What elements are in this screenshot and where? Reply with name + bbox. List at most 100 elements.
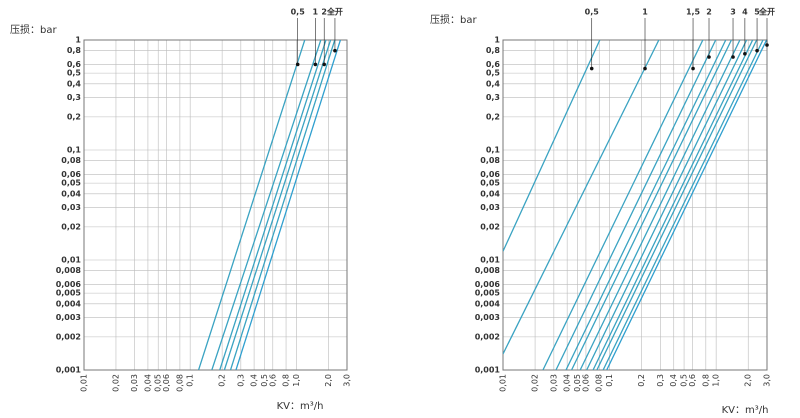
marker-label: 1,5 <box>686 8 701 17</box>
y-tick-label: 0,02 <box>480 222 500 231</box>
x-tick-label: 0,5 <box>680 374 689 387</box>
x-tick-label: 0,3 <box>236 374 245 387</box>
chart: 压损：barKV：m³/h0,0010,0020,0030,0040,0050,… <box>10 7 352 413</box>
y-tick-label: 0,6 <box>67 60 82 69</box>
y-tick-label: 0,4 <box>67 79 82 88</box>
x-tick-label: 0,6 <box>268 374 277 387</box>
y-tick-label: 0,08 <box>480 156 500 165</box>
plot-frame <box>83 39 348 371</box>
x-tick-label: 0,08 <box>595 374 604 392</box>
x-tick-label: 0,2 <box>218 374 227 387</box>
marker-point <box>333 48 337 53</box>
y-tick-label: 0,05 <box>480 179 500 188</box>
y-tick-label: 0,02 <box>61 222 81 231</box>
x-tick-label: 1,0 <box>712 374 721 387</box>
y-tick-label: 0,003 <box>56 313 81 322</box>
series-line <box>542 40 704 370</box>
y-tick-label: 0,006 <box>56 280 82 289</box>
marker-point <box>743 51 747 56</box>
y-tick-label: 0,003 <box>475 313 500 322</box>
x-tick-label: 0,8 <box>282 374 291 387</box>
x-tick-label: 0,1 <box>186 374 195 387</box>
x-tick-label: 0,02 <box>531 374 540 392</box>
x-tick-label: 0,08 <box>175 374 184 392</box>
x-tick-label: 0,01 <box>499 374 508 392</box>
x-tick-label: 0,5 <box>260 374 269 387</box>
x-tick-label: 0,4 <box>669 374 678 387</box>
y-tick-label: 0,4 <box>486 79 501 88</box>
marker-point <box>643 66 647 71</box>
marker-point <box>313 62 318 67</box>
marker-label: 2 <box>706 8 712 17</box>
marker-label: 1 <box>313 8 319 17</box>
y-axis-label: 压损：bar <box>10 23 57 36</box>
marker-label: 5 <box>754 8 760 17</box>
y-tick-label: 0,004 <box>56 299 82 308</box>
marker-label: 3 <box>730 8 736 17</box>
y-tick-label: 0,001 <box>56 366 82 375</box>
marker-label: 全开 <box>758 7 775 17</box>
x-tick-label: 0,04 <box>563 374 572 392</box>
series-group <box>197 40 342 370</box>
series-line <box>503 40 601 252</box>
series-line <box>579 40 741 370</box>
x-tick-label: 0,02 <box>111 374 120 392</box>
marker-point <box>589 66 594 71</box>
marker-point <box>707 55 711 59</box>
x-axis-label: KV：m³/h <box>722 405 769 416</box>
y-tick-label: 0,8 <box>67 46 82 55</box>
x-tick-label: 0,01 <box>80 374 89 392</box>
x-tick-label: 0,04 <box>143 374 152 392</box>
series-group <box>503 40 767 370</box>
series-line <box>565 40 727 370</box>
y-tick-label: 0,04 <box>61 189 81 198</box>
x-tick-label: 3,0 <box>763 374 772 387</box>
marker-point <box>322 62 327 67</box>
y-tick-label: 1 <box>494 36 500 45</box>
marker-point <box>295 62 300 67</box>
series-line <box>586 40 748 370</box>
y-tick-label: 0,06 <box>480 170 500 179</box>
marker-point <box>691 66 695 71</box>
y-tick-label: 0,1 <box>486 146 501 155</box>
x-tick-label: 2,0 <box>324 374 333 387</box>
y-tick-label: 0,3 <box>486 93 500 102</box>
x-tick-label: 2,0 <box>744 374 753 387</box>
y-tick-label: 0,3 <box>67 93 81 102</box>
series-line <box>223 40 332 370</box>
marker-point <box>765 43 769 47</box>
x-tick-label: 0,03 <box>549 374 558 392</box>
marker-label: 4 <box>742 8 748 17</box>
x-tick-label: 0,4 <box>250 374 259 387</box>
marker-label: 2 <box>321 8 327 17</box>
series-line <box>229 40 336 370</box>
y-tick-label: 0,004 <box>475 299 501 308</box>
series-line <box>219 40 327 370</box>
y-tick-label: 0,001 <box>475 366 501 375</box>
y-tick-label: 0,2 <box>67 112 81 121</box>
y-tick-label: 0,01 <box>61 256 81 265</box>
x-tick-label: 0,3 <box>656 374 665 387</box>
y-tick-label: 0,8 <box>486 46 501 55</box>
x-tick-label: 0,05 <box>573 374 582 392</box>
marker-point <box>731 55 735 59</box>
x-tick-label: 0,6 <box>688 374 697 387</box>
y-tick-label: 0,2 <box>486 112 500 121</box>
y-axis-label: 压损：bar <box>430 13 477 26</box>
y-tick-label: 0,5 <box>67 69 82 78</box>
y-tick-label: 0,005 <box>475 289 501 298</box>
x-tick-label: 0,2 <box>637 374 646 387</box>
series-line <box>602 40 764 370</box>
series-line <box>197 40 306 370</box>
marker-point <box>755 48 759 53</box>
series-line <box>570 40 732 370</box>
y-tick-label: 0,002 <box>475 332 500 341</box>
y-tick-label: 0,5 <box>486 69 501 78</box>
series-line <box>211 40 322 370</box>
y-tick-label: 0,03 <box>61 203 81 212</box>
marker-label: 0,5 <box>291 8 306 17</box>
marker-label: 1 <box>642 8 648 17</box>
x-tick-label: 1,0 <box>292 374 301 387</box>
